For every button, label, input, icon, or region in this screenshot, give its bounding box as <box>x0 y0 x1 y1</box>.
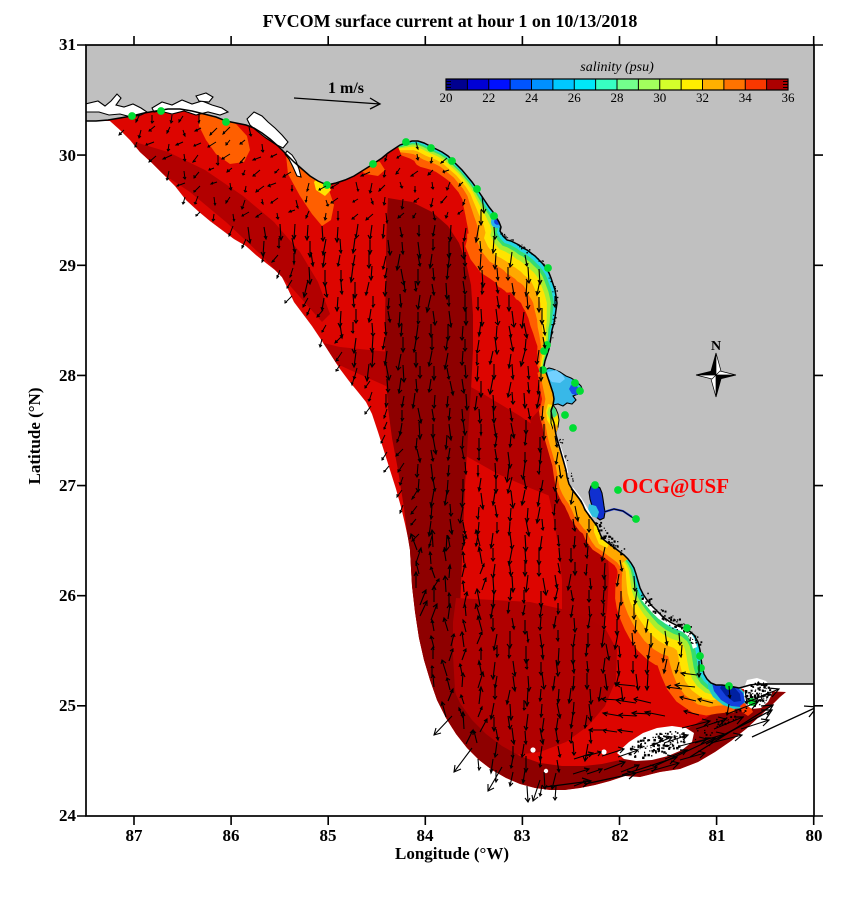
svg-text:24: 24 <box>525 90 539 105</box>
svg-text:22: 22 <box>482 90 495 105</box>
svg-text:Latitude (°N): Latitude (°N) <box>25 388 44 485</box>
svg-text:1 m/s: 1 m/s <box>328 80 364 97</box>
svg-text:85: 85 <box>320 826 337 845</box>
svg-text:82: 82 <box>612 826 629 845</box>
svg-text:25: 25 <box>59 696 76 715</box>
svg-text:OCG@USF: OCG@USF <box>622 474 729 498</box>
svg-text:20: 20 <box>440 90 453 105</box>
svg-text:29: 29 <box>59 256 76 275</box>
svg-text:24: 24 <box>59 806 77 825</box>
svg-text:salinity (psu): salinity (psu) <box>580 60 654 75</box>
svg-text:81: 81 <box>709 826 726 845</box>
svg-text:FVCOM surface current at hour: FVCOM surface current at hour 1 on 10/13… <box>263 11 638 31</box>
svg-text:28: 28 <box>59 366 76 385</box>
svg-text:34: 34 <box>739 90 753 105</box>
svg-text:26: 26 <box>59 586 76 605</box>
svg-text:80: 80 <box>806 826 823 845</box>
svg-text:31: 31 <box>59 35 76 54</box>
svg-text:36: 36 <box>782 90 796 105</box>
svg-text:87: 87 <box>126 826 144 845</box>
svg-text:83: 83 <box>514 826 531 845</box>
svg-text:30: 30 <box>653 90 666 105</box>
svg-text:Longitude (°W): Longitude (°W) <box>395 844 509 863</box>
svg-text:28: 28 <box>611 90 624 105</box>
svg-text:N: N <box>711 339 721 354</box>
svg-text:26: 26 <box>568 90 582 105</box>
svg-text:30: 30 <box>59 146 76 165</box>
svg-text:27: 27 <box>59 476 77 495</box>
svg-text:32: 32 <box>696 90 709 105</box>
svg-text:84: 84 <box>417 826 435 845</box>
svg-text:86: 86 <box>223 826 240 845</box>
